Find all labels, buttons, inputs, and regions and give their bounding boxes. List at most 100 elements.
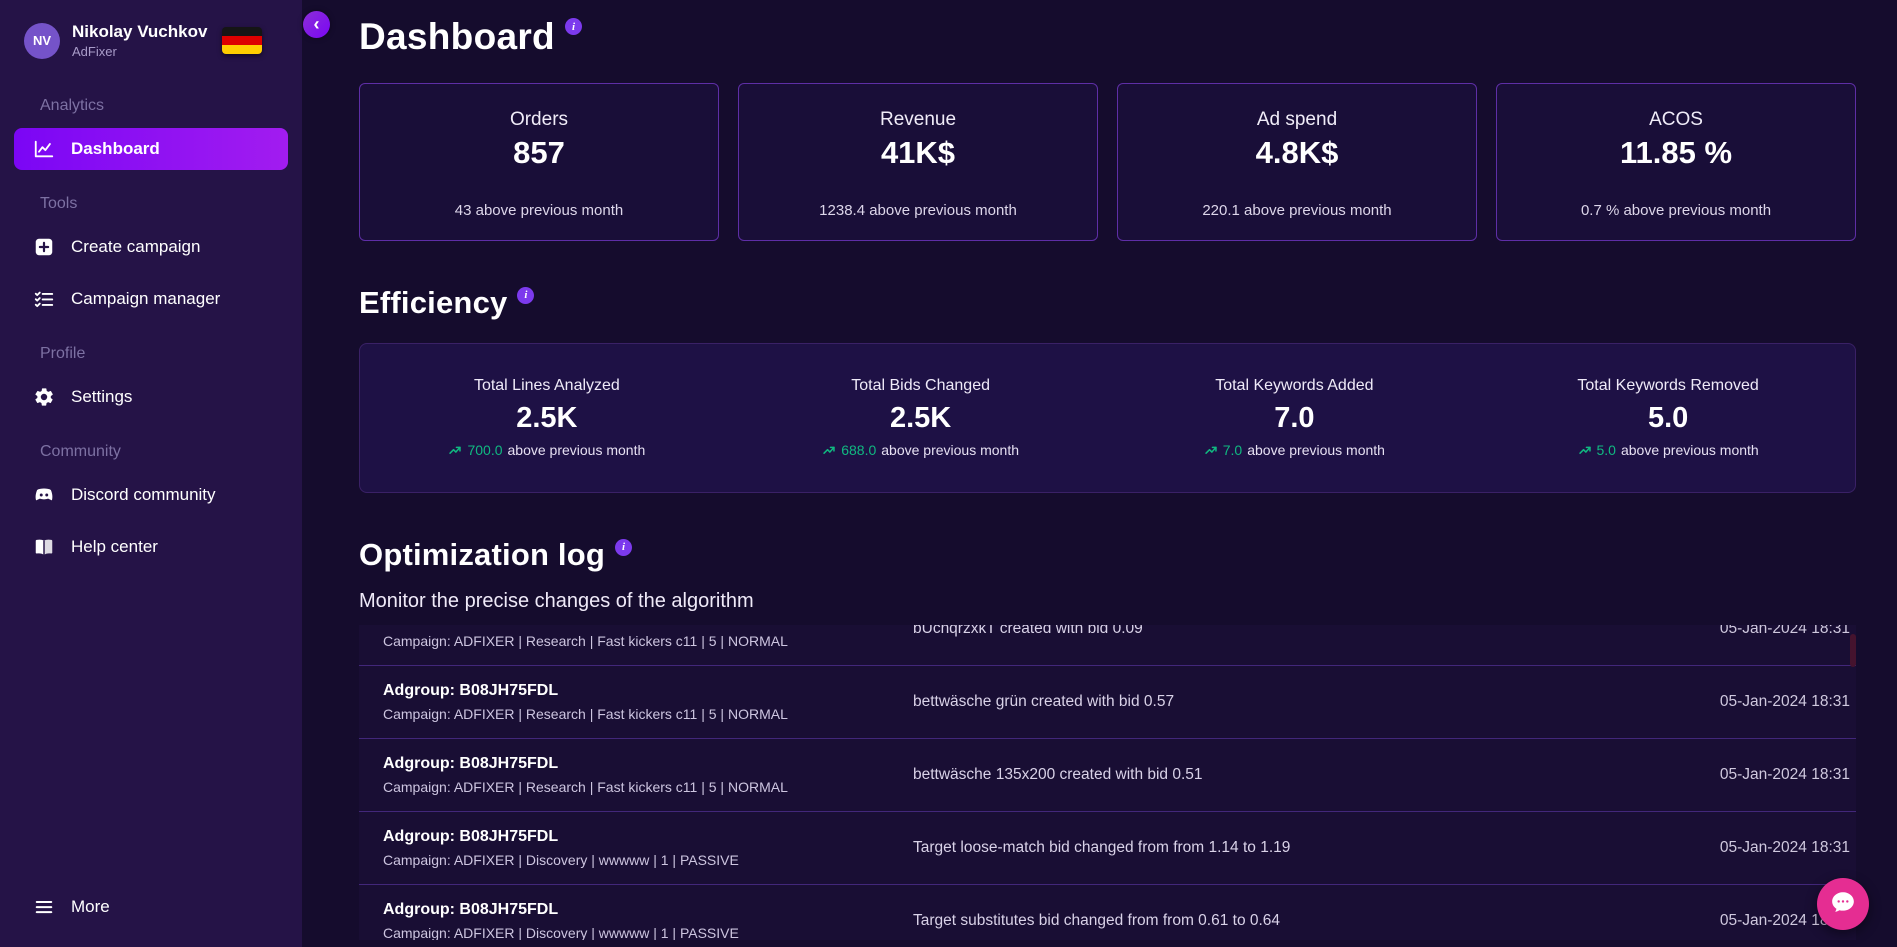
delta-suffix: above previous month bbox=[507, 441, 646, 458]
kpi-label: ACOS bbox=[1649, 108, 1703, 130]
log-date: 05-Jan-2024 18:31 bbox=[1719, 692, 1850, 710]
efficiency-value: 5.0 bbox=[1647, 401, 1689, 434]
delta-suffix: above previous month bbox=[1620, 441, 1759, 458]
log-date: 05-Jan-2024 18:31 bbox=[1719, 911, 1850, 929]
kpi-cards: Orders 857 43 above previous month Reven… bbox=[359, 82, 1856, 241]
kpi-delta: 43 above previous month bbox=[454, 201, 624, 219]
kpi-card-orders: Orders 857 43 above previous month bbox=[359, 82, 719, 241]
log-row: Adgroup: B08JH75FDL Campaign: ADFIXER | … bbox=[359, 665, 1856, 739]
efficiency-card: Total Lines Analyzed 2.5K 700.0 above pr… bbox=[359, 342, 1856, 493]
log-row-left: Adgroup: B08JH75FDL Campaign: ADFIXER | … bbox=[383, 754, 913, 796]
kpi-card-revenue: Revenue 41K$ 1238.4 above previous month bbox=[738, 82, 1098, 241]
trend-up-icon bbox=[448, 443, 462, 457]
log-campaign: Campaign: ADFIXER | Discovery | wwwww | … bbox=[383, 851, 739, 868]
hamburger-icon bbox=[33, 896, 55, 918]
log-row: Campaign: ADFIXER | Research | Fast kick… bbox=[359, 624, 1856, 666]
sidebar-section-profile: Profile bbox=[40, 345, 86, 362]
efficiency-info-icon[interactable]: i bbox=[517, 286, 535, 304]
kpi-delta: 220.1 above previous month bbox=[1202, 201, 1392, 219]
kpi-label: Ad spend bbox=[1256, 108, 1338, 130]
log-row-left: Adgroup: B08JH75FDL Campaign: ADFIXER | … bbox=[383, 827, 913, 869]
page-title: Dashboard bbox=[359, 16, 555, 57]
efficiency-label: Total Keywords Removed bbox=[1577, 376, 1759, 394]
user-meta: Nikolay Vuchkov AdFixer bbox=[72, 22, 207, 59]
log-date: 05-Jan-2024 18:31 bbox=[1719, 838, 1850, 856]
kpi-label: Orders bbox=[509, 108, 569, 130]
log-row: Adgroup: B08JH75FDL Campaign: ADFIXER | … bbox=[359, 738, 1856, 812]
kpi-value: 857 bbox=[513, 134, 565, 170]
log-row: Adgroup: B08JH75FDL Campaign: ADFIXER | … bbox=[359, 884, 1856, 940]
log-description: Target loose-match bid changed from from… bbox=[913, 838, 1291, 856]
log-row-left: Adgroup: B08JH75FDL Campaign: ADFIXER | … bbox=[383, 681, 913, 723]
efficiency-value: 2.5K bbox=[516, 401, 578, 434]
sidebar-bottom: More bbox=[0, 881, 302, 947]
log-adgroup: Adgroup: B08JH75FDL bbox=[383, 681, 559, 699]
delta-suffix: above previous month bbox=[881, 441, 1020, 458]
kpi-label: Revenue bbox=[879, 108, 957, 130]
main-content: Dashboard i Orders 857 43 above previous… bbox=[302, 0, 1897, 947]
flag-stripe-black bbox=[222, 27, 262, 36]
log-campaign: Campaign: ADFIXER | Discovery | wwwww | … bbox=[383, 924, 739, 940]
sidebar-section-analytics: Analytics bbox=[40, 97, 105, 114]
log-adgroup bbox=[383, 625, 913, 628]
sidebar-item-label: Discord community bbox=[71, 485, 216, 504]
kpi-value: 41K$ bbox=[880, 134, 956, 170]
checklist-icon bbox=[33, 288, 55, 310]
delta-number: 5.0 bbox=[1596, 441, 1616, 458]
optimization-log-subtitle: Monitor the precise changes of the algor… bbox=[359, 589, 754, 612]
log-description: bUchqrzxkT created with bid 0.09 bbox=[913, 624, 1143, 637]
sidebar-item-label: Help center bbox=[71, 537, 158, 556]
efficiency-delta: 688.0 above previous month bbox=[822, 442, 1019, 458]
log-adgroup: Adgroup: B08JH75FDL bbox=[383, 827, 559, 845]
dashboard-info-icon[interactable]: i bbox=[564, 18, 582, 35]
log-description: bettwäsche 135x200 created with bid 0.51 bbox=[913, 765, 1203, 783]
sidebar-section-tools: Tools bbox=[40, 195, 78, 212]
log-date: 05-Jan-2024 18:31 bbox=[1719, 765, 1850, 783]
efficiency-cell-keywords-removed: Total Keywords Removed 5.0 5.0 above pre… bbox=[1481, 377, 1855, 458]
kpi-card-ad-spend: Ad spend 4.8K$ 220.1 above previous mont… bbox=[1117, 82, 1477, 241]
plus-square-icon bbox=[33, 236, 55, 258]
log-campaign: Campaign: ADFIXER | Research | Fast kick… bbox=[383, 705, 788, 722]
efficiency-cell-keywords-added: Total Keywords Added 7.0 7.0 above previ… bbox=[1108, 377, 1482, 458]
more-button[interactable]: More bbox=[14, 886, 288, 928]
log-date: 05-Jan-2024 18:31 bbox=[1719, 624, 1850, 637]
log-row: Adgroup: B08JH75FDL Campaign: ADFIXER | … bbox=[359, 811, 1856, 885]
sidebar-item-label: Dashboard bbox=[71, 139, 160, 158]
sidebar-item-label: Settings bbox=[71, 387, 133, 406]
user-org: AdFixer bbox=[72, 44, 117, 59]
sidebar-item-dashboard[interactable]: Dashboard bbox=[14, 128, 288, 170]
efficiency-label: Total Bids Changed bbox=[851, 376, 990, 394]
sidebar-item-create-campaign[interactable]: Create campaign bbox=[14, 226, 288, 268]
language-flag-german[interactable] bbox=[222, 27, 262, 54]
delta-number: 700.0 bbox=[467, 441, 503, 458]
log-adgroup: Adgroup: B08JH75FDL bbox=[383, 754, 559, 772]
log-rows: Campaign: ADFIXER | Research | Fast kick… bbox=[359, 624, 1856, 940]
sidebar: NV Nikolay Vuchkov AdFixer Analytics Das… bbox=[0, 0, 302, 947]
sidebar-item-help-center[interactable]: Help center bbox=[14, 526, 288, 568]
kpi-delta: 1238.4 above previous month bbox=[819, 201, 1017, 219]
chat-widget-button[interactable] bbox=[1817, 878, 1869, 930]
user-profile[interactable]: NV Nikolay Vuchkov AdFixer bbox=[0, 0, 302, 77]
log-scrollbar-thumb[interactable] bbox=[1850, 633, 1856, 667]
sidebar-collapse-button[interactable]: ‹ bbox=[303, 11, 330, 38]
trend-up-icon bbox=[1578, 443, 1592, 457]
log-row-left: Adgroup: B08JH75FDL Campaign: ADFIXER | … bbox=[383, 900, 913, 940]
user-name: Nikolay Vuchkov bbox=[72, 22, 208, 41]
flag-stripe-gold bbox=[222, 45, 262, 54]
sidebar-item-campaign-manager[interactable]: Campaign manager bbox=[14, 278, 288, 320]
sidebar-item-settings[interactable]: Settings bbox=[14, 376, 288, 418]
trend-up-icon bbox=[822, 443, 836, 457]
delta-number: 7.0 bbox=[1222, 441, 1243, 458]
flag-stripe-red bbox=[222, 36, 262, 45]
log-description: bettwäsche grün created with bid 0.57 bbox=[913, 692, 1175, 710]
chevron-left-icon: ‹ bbox=[313, 13, 320, 34]
kpi-value: 4.8K$ bbox=[1255, 134, 1339, 170]
discord-icon bbox=[33, 484, 55, 506]
optimization-log-info-icon[interactable]: i bbox=[615, 538, 633, 556]
optimization-log-title: Optimization log bbox=[359, 536, 606, 572]
sidebar-item-discord[interactable]: Discord community bbox=[14, 474, 288, 516]
kpi-delta: 0.7 % above previous month bbox=[1580, 201, 1772, 219]
log-adgroup: Adgroup: B08JH75FDL bbox=[383, 900, 559, 918]
optimization-log-header: Optimization log i bbox=[359, 537, 1856, 573]
kpi-card-acos: ACOS 11.85 % 0.7 % above previous month bbox=[1496, 82, 1856, 241]
